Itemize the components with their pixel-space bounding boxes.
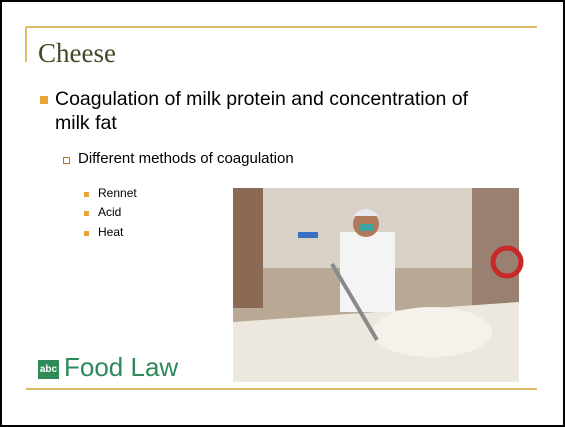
bullet-text: Heat bbox=[98, 225, 123, 239]
slide-title: Cheese bbox=[38, 38, 116, 69]
bullet-marker bbox=[63, 157, 70, 164]
logo-icon: abc bbox=[38, 360, 59, 379]
photo bbox=[233, 188, 521, 382]
bullet-marker bbox=[40, 96, 48, 104]
slide: Cheese Coagulation of milk protein and c… bbox=[0, 0, 565, 427]
bullet-text: Rennet bbox=[98, 186, 137, 200]
logo-text: Food Law bbox=[64, 352, 178, 383]
bullet-text: Coagulation of milk protein and concentr… bbox=[55, 87, 485, 135]
bullet-marker bbox=[84, 211, 89, 216]
bullet-marker bbox=[84, 192, 89, 197]
bullet-text: Different methods of coagulation bbox=[78, 150, 294, 167]
bullet-marker bbox=[84, 231, 89, 236]
bullet-text: Acid bbox=[98, 205, 121, 219]
